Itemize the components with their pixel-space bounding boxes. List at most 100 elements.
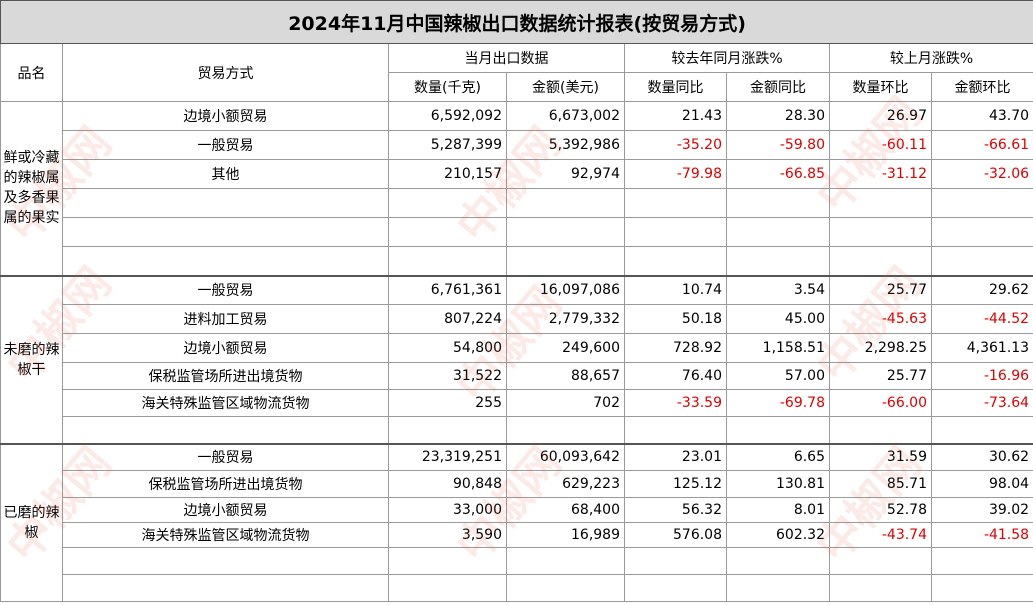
trade-mode-cell: 一般贸易: [62, 442, 389, 471]
table-row: [1, 188, 1033, 218]
cell-amount: 2,779,332: [506, 304, 625, 334]
cell-qty-yoy: 125.12: [624, 470, 727, 498]
category-cell: 鲜或冷藏的辣椒属及多香果属的果实: [0, 101, 63, 276]
cell-qty-mom: -43.74: [829, 522, 932, 548]
cell-qty: [388, 188, 507, 218]
cell-qty-mom: 25.77: [829, 362, 932, 390]
cell-amt-mom: [930, 416, 1033, 444]
header-amt-yoy: 金额同比: [726, 72, 830, 102]
cell-qty-yoy: [624, 217, 727, 247]
cell-amt-yoy: [726, 574, 830, 602]
cell-amt-mom: 30.62: [930, 442, 1033, 471]
cell-amt-mom: [930, 574, 1033, 602]
category-cell: 未磨的辣椒干: [0, 274, 63, 444]
cell-amt-yoy: 130.81: [726, 470, 830, 498]
trade-mode-cell: 一般贸易: [62, 130, 389, 160]
cell-qty: 6,592,092: [388, 101, 507, 131]
table-row: 进料加工贸易 807,224 2,779,332 50.18 45.00 -45.63 -4…: [1, 304, 1033, 334]
header-qty-mom: 数量环比: [829, 72, 932, 102]
cell-qty-yoy: -33.59: [624, 389, 727, 417]
trade-mode-cell: 一般贸易: [62, 274, 389, 305]
cell-qty-yoy: [624, 188, 727, 218]
cell-amt-yoy: 57.00: [726, 362, 830, 390]
cell-amt-mom: -16.96: [930, 362, 1033, 390]
cell-amt-mom: [930, 217, 1033, 247]
trade-mode-cell: [62, 188, 389, 218]
cell-amount: 5,392,986: [506, 130, 625, 160]
cell-amt-yoy: [726, 217, 830, 247]
cell-amt-yoy: -69.78: [726, 389, 830, 417]
cell-amt-yoy: [726, 188, 830, 218]
cell-amt-mom: -32.06: [930, 159, 1033, 189]
cell-qty-mom: 26.97: [829, 101, 932, 131]
table-row: 保税监管场所进出境货物 90,848 629,223 125.12 130.81 85.7…: [1, 470, 1033, 498]
table-row: 边境小额贸易 54,800 249,600 728.92 1,158.51 2,298.2…: [1, 333, 1033, 363]
trade-mode-cell: [62, 416, 389, 444]
cell-amt-yoy: -59.80: [726, 130, 830, 160]
cell-amt-mom: -73.64: [930, 389, 1033, 417]
header-group-month: 当月出口数据: [388, 43, 625, 73]
header-category: 品名: [0, 43, 63, 102]
cell-qty-mom: [829, 547, 932, 575]
cell-qty-mom: -60.11: [829, 130, 932, 160]
header-amount: 金额(美元): [506, 72, 625, 102]
cell-amount: 249,600: [506, 333, 625, 363]
cell-qty: [388, 246, 507, 276]
trade-mode-cell: [62, 217, 389, 247]
cell-amount: 16,097,086: [506, 274, 625, 305]
cell-qty: 210,157: [388, 159, 507, 189]
cell-qty-yoy: 76.40: [624, 362, 727, 390]
table-row: 未磨的辣椒干 一般贸易 6,761,361 16,097,086 10.74 3.54 25…: [0, 274, 1033, 444]
category-cell: 已磨的辣椒: [0, 442, 63, 602]
trade-mode-cell: 海关特殊监管区域物流货物: [62, 522, 389, 548]
cell-amt-yoy: [726, 416, 830, 444]
cell-qty-mom: 25.77: [829, 274, 932, 305]
cell-qty-mom: [829, 416, 932, 444]
cell-amount: [506, 574, 625, 602]
cell-qty-yoy: 10.74: [624, 274, 727, 305]
trade-mode-cell: 边境小额贸易: [62, 101, 389, 131]
cell-qty-mom: 85.71: [829, 470, 932, 498]
cell-amt-yoy: 28.30: [726, 101, 830, 131]
table-row: 海关特殊监管区域物流货物 255 702 -33.59 -69.78 -66.00 -73.…: [1, 389, 1033, 417]
cell-amt-mom: [930, 188, 1033, 218]
cell-amount: [506, 246, 625, 276]
cell-amount: 92,974: [506, 159, 625, 189]
cell-qty-mom: [829, 217, 932, 247]
cell-qty: [388, 217, 507, 247]
table-row: [1, 547, 1033, 575]
cell-qty-mom: 31.59: [829, 442, 932, 471]
cell-amt-mom: 98.04: [930, 470, 1033, 498]
cell-amount: 60,093,642: [506, 442, 625, 471]
cell-amt-yoy: 602.32: [726, 522, 830, 548]
cell-qty: 6,761,361: [388, 274, 507, 305]
cell-qty-mom: [829, 246, 932, 276]
cell-qty-mom: -66.00: [829, 389, 932, 417]
trade-mode-cell: 海关特殊监管区域物流货物: [62, 389, 389, 417]
cell-amt-mom: 4,361.13: [930, 333, 1033, 363]
cell-qty-mom: 52.78: [829, 497, 932, 523]
table-row: [1, 217, 1033, 247]
cell-qty-mom: -45.63: [829, 304, 932, 334]
cell-qty-yoy: 728.92: [624, 333, 727, 363]
cell-qty-yoy: -79.98: [624, 159, 727, 189]
cell-qty: 90,848: [388, 470, 507, 498]
cell-amt-mom: 43.70: [930, 101, 1033, 131]
table-row: 一般贸易 5,287,399 5,392,986 -35.20 -59.80 -60.11…: [1, 130, 1033, 160]
cell-qty: [388, 574, 507, 602]
cell-amt-mom: 29.62: [930, 274, 1033, 305]
cell-qty: 33,000: [388, 497, 507, 523]
trade-mode-cell: 进料加工贸易: [62, 304, 389, 334]
trade-mode-cell: [62, 547, 389, 575]
cell-qty: [388, 416, 507, 444]
cell-qty-yoy: 50.18: [624, 304, 727, 334]
header-qty: 数量(千克): [388, 72, 507, 102]
cell-qty-yoy: 576.08: [624, 522, 727, 548]
report-title: 2024年11月中国辣椒出口数据统计报表(按贸易方式): [0, 0, 1033, 44]
cell-amount: 88,657: [506, 362, 625, 390]
cell-qty: 23,319,251: [388, 442, 507, 471]
cell-qty-yoy: -35.20: [624, 130, 727, 160]
cell-amt-yoy: 6.65: [726, 442, 830, 471]
cell-amt-mom: 39.02: [930, 497, 1033, 523]
